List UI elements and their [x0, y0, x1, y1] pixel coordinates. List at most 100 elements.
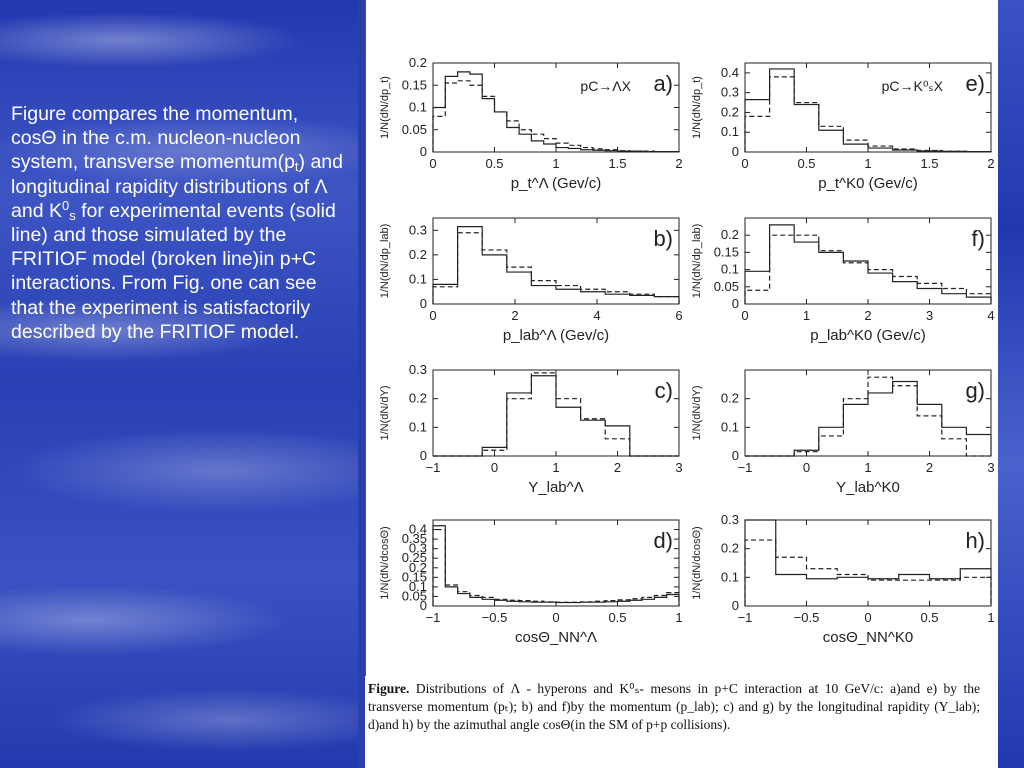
- chart-d-series-fritiof: [432, 528, 680, 606]
- chart-b-frame: [432, 217, 680, 305]
- chart-h-ytick-label: 0.1: [721, 569, 739, 584]
- caption-label: Figure.: [368, 681, 410, 696]
- chart-g-series-fritiof: [745, 376, 991, 457]
- chart-a-xtick-label: 0.5: [485, 156, 503, 171]
- chart-d-ytick-label: 0.35: [402, 531, 427, 546]
- desc-part: and K: [11, 199, 62, 222]
- chart-d-ytick-label: 0.15: [402, 569, 427, 584]
- slide-background-left: [0, 0, 358, 768]
- chart-a-xtick-label: 2: [675, 156, 682, 171]
- chart-g-series-experiment: [745, 380, 992, 457]
- chart-d-xtick-label: 0.5: [608, 610, 626, 625]
- chart-b-xtick-label: 2: [511, 308, 518, 323]
- chart-f-xlabel: p_lab^K0 (Gev/c): [810, 327, 925, 344]
- chart-e-ytick-label: 0.2: [721, 104, 739, 119]
- chart-d-ytick-label: 0: [420, 598, 427, 613]
- chart-f-ylabel: 1/N(dN/dp_lab): [691, 224, 703, 299]
- chart-c-ylabel: 1/N(dN/dY): [379, 385, 391, 440]
- chart-d-ytick-label: 0.05: [402, 588, 427, 603]
- chart-g-xtick-label: 0: [803, 460, 810, 475]
- chart-g-xlabel: Y_lab^K0: [836, 479, 900, 496]
- chart-d-ytick-label: 0.1: [409, 579, 427, 594]
- chart-f-series-experiment: [744, 224, 992, 304]
- chart-h-xtick-label: 0.5: [920, 610, 938, 625]
- chart-a-xtick-label: 0: [429, 156, 436, 171]
- chart-f-series-fritiof: [744, 234, 992, 304]
- chart-d-panel-label: d): [653, 528, 673, 553]
- chart-h-xtick-label: −0.5: [794, 610, 820, 625]
- chart-b-ytick-label: 0.1: [409, 271, 427, 286]
- figure-caption: Figure. Distributions of Λ - hyperons an…: [368, 680, 980, 734]
- desc-part: in the c.m. nucleon-nucleon system, tran…: [11, 127, 301, 174]
- chart-d-xtick-label: −0.5: [482, 610, 508, 625]
- chart-c-xtick-label: 3: [675, 460, 682, 475]
- chart-b-xlabel: p_lab^Λ (Gev/c): [503, 327, 609, 344]
- chart-a-series-fritiof: [432, 80, 680, 153]
- chart-e-series-fritiof: [744, 76, 992, 153]
- chart-e-xlabel: p_t^K0 (Gev/c): [818, 175, 918, 192]
- chart-d-ytick-label: 0.3: [409, 541, 427, 556]
- chart-a-ytick-label: 0.2: [409, 55, 427, 70]
- chart-c-ytick-label: 0: [420, 448, 427, 463]
- chart-g-ytick-label: 0.2: [721, 391, 739, 406]
- chart-b-series-experiment: [432, 226, 680, 304]
- chart-c-ytick-label: 0.1: [409, 419, 427, 434]
- chart-g-panel-label: g): [965, 378, 985, 403]
- chart-c-ytick-label: 0.2: [409, 391, 427, 406]
- chart-e-ylabel: 1/N(dN/dp_t): [691, 76, 703, 139]
- chart-e-xtick-label: 0: [741, 156, 748, 171]
- figure-panel-border: [365, 0, 366, 676]
- chart-c-xlabel: Y_lab^Λ: [528, 479, 583, 496]
- desc-part: ) and longitudinal rapidity distribution…: [11, 151, 343, 198]
- subscript: t: [294, 159, 299, 175]
- desc-part: Figure compares the momentum, cos: [11, 103, 299, 150]
- chart-f-ytick-label: 0.15: [714, 244, 739, 259]
- chart-g-ytick-label: 0: [732, 448, 739, 463]
- chart-f-xtick-label: 1: [803, 308, 810, 323]
- chart-d-ytick-label: 0.2: [409, 560, 427, 575]
- chart-d-xtick-label: 1: [675, 610, 682, 625]
- chart-e-reaction-label: pC→K⁰ₛX: [882, 78, 944, 94]
- chart-g-xtick-label: −1: [738, 460, 753, 475]
- lambda-symbol: Λ: [314, 175, 327, 198]
- chart-b-xtick-label: 6: [675, 308, 682, 323]
- chart-c-xtick-label: −1: [426, 460, 441, 475]
- chart-e-xtick-label: 1: [864, 156, 871, 171]
- chart-b-xtick-label: 4: [593, 308, 600, 323]
- chart-c-panel-label: c): [655, 378, 673, 403]
- chart-c-series-fritiof: [433, 372, 679, 457]
- chart-e-panel-label: e): [965, 71, 985, 96]
- chart-f-ytick-label: 0.1: [721, 262, 739, 277]
- chart-d-xtick-label: −1: [426, 610, 441, 625]
- chart-e-xtick-label: 2: [987, 156, 994, 171]
- subscript: s: [69, 207, 76, 223]
- chart-f-xtick-label: 2: [864, 308, 871, 323]
- superscript: 0: [61, 197, 70, 213]
- chart-h-ytick-label: 0.2: [721, 541, 739, 556]
- chart-e-xtick-label: 0.5: [797, 156, 815, 171]
- chart-b-panel-label: b): [653, 226, 673, 251]
- chart-e-ytick-label: 0.4: [721, 65, 739, 80]
- chart-e-ytick-label: 0.3: [721, 85, 739, 100]
- chart-a-ytick-label: 0.1: [409, 100, 427, 115]
- chart-d-ytick-label: 0.25: [402, 550, 427, 565]
- chart-f-xtick-label: 3: [926, 308, 933, 323]
- chart-h-ylabel: 1/N(dN/dcosΘ): [691, 526, 703, 599]
- chart-f-xtick-label: 0: [741, 308, 748, 323]
- chart-b-series-fritiof: [432, 232, 680, 304]
- chart-c-ytick-label: 0.3: [409, 362, 427, 377]
- chart-a-reaction-label: pC→ΛX: [580, 78, 631, 94]
- chart-h-series-experiment: [744, 519, 992, 606]
- chart-f-panel-label: f): [972, 226, 985, 251]
- chart-e-ytick-label: 0: [732, 144, 739, 159]
- caption-text: Distributions of Λ - hyperons and K⁰ₛ- m…: [368, 681, 980, 732]
- chart-h-series-fritiof: [744, 539, 992, 606]
- chart-b-xtick-label: 0: [429, 308, 436, 323]
- chart-f-ytick-label: 0.05: [714, 279, 739, 294]
- chart-e-series-experiment: [744, 68, 992, 153]
- chart-a-xtick-label: 1.5: [608, 156, 626, 171]
- chart-a-xtick-label: 1: [552, 156, 559, 171]
- chart-a-ytick-label: 0.05: [402, 122, 427, 137]
- chart-b-ytick-label: 0: [420, 296, 427, 311]
- slide-description: Figure compares the momentum, cosΘ in th…: [11, 102, 346, 344]
